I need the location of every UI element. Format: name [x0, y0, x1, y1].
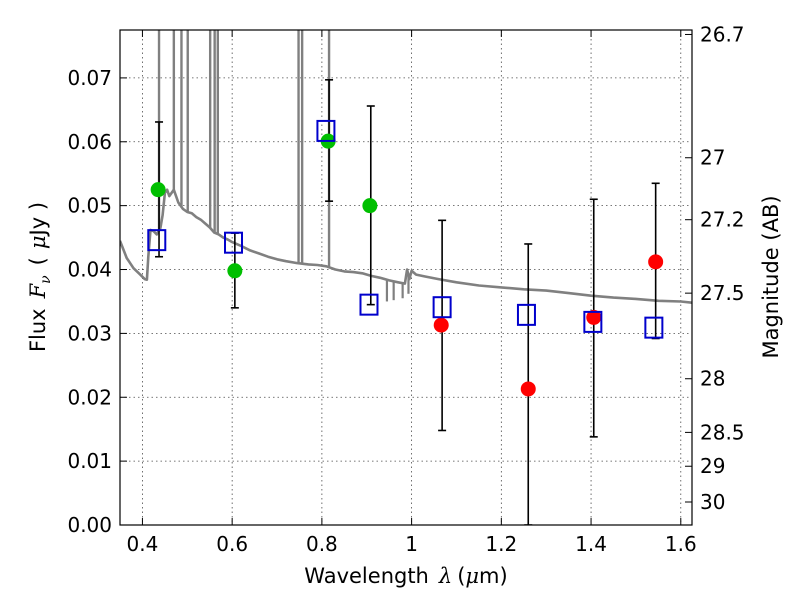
y-axis-title-subscript: ν — [38, 275, 54, 284]
y2-tick-label: 26.7 — [700, 22, 745, 46]
y2-tick-label: 27.5 — [700, 281, 745, 305]
y-axis-title: Flux Fν ( μJy ) — [26, 202, 54, 352]
green-circle-marker — [150, 182, 166, 198]
plot-frame — [119, 29, 693, 526]
red-circle-marker — [586, 309, 602, 325]
y-tick-label: 0.02 — [67, 385, 112, 409]
y2-tick-label: 27.2 — [700, 208, 745, 232]
red-circle-marker — [520, 381, 536, 397]
x-tick-label: 1 — [405, 532, 418, 556]
y2-tick-label: 29 — [700, 454, 725, 478]
x-tick-label: 0.8 — [306, 532, 338, 556]
open-square-marker — [316, 119, 336, 142]
y-tick-label: 0.01 — [67, 449, 112, 473]
x-axis-title-symbol: λ — [438, 564, 452, 588]
y-tick-label: 0.00 — [67, 513, 112, 537]
green-circle-marker — [227, 263, 243, 279]
y-axis-title-unit-rest: Jy ) — [26, 202, 50, 238]
x-tick-label: 1.4 — [575, 532, 607, 556]
y-axis-title-symbol: F — [26, 282, 50, 299]
y-axis-title-unit-open: ( — [26, 257, 50, 265]
plot-area — [120, 30, 692, 525]
x-tick-label: 1.6 — [665, 532, 697, 556]
red-circle-marker — [433, 317, 449, 333]
x-axis-title-unit-mu: μ — [465, 564, 479, 588]
y-tick-label: 0.06 — [67, 130, 112, 154]
axis-ticks: 0.4 0.6 0.8 1 1.2 1.4 1.6 0.00 0.01 0.02 0.03 0.04 0… — [67, 22, 744, 556]
green-circle-marker — [362, 198, 378, 214]
x-tick-label: 1.2 — [485, 532, 517, 556]
x-axis-title-unit-rest: m) — [479, 564, 508, 588]
y2-tick-label: 28 — [700, 367, 725, 391]
template-sed-line — [120, 188, 692, 304]
x-axis-title: Wavelength λ (μm) — [304, 564, 507, 588]
x-tick-label: 0.6 — [216, 532, 248, 556]
y-axis-title-unit-mu: μ — [26, 235, 50, 249]
y-tick-label: 0.04 — [67, 258, 112, 282]
y-tick-label: 0.07 — [67, 66, 112, 90]
open-square-marker — [359, 293, 379, 316]
y-axis-title-text: Flux — [26, 308, 50, 352]
x-axis-title-unit-open: ( — [457, 564, 465, 588]
x-axis-title-text: Wavelength — [304, 564, 429, 588]
open-square-marker — [644, 316, 664, 339]
open-square-marker — [147, 229, 167, 252]
y-tick-label: 0.05 — [67, 194, 112, 218]
y2-tick-label: 30 — [700, 490, 725, 514]
red-circle-marker — [648, 254, 664, 270]
y2-tick-label: 27 — [700, 146, 725, 170]
open-square-marker — [224, 231, 244, 254]
y-tick-label: 0.03 — [67, 321, 112, 345]
open-square-marker — [583, 310, 603, 333]
open-square-marker — [516, 303, 536, 326]
open-square-marker — [432, 296, 452, 319]
y2-axis-title: Magnitude (AB) — [759, 195, 783, 358]
x-tick-label: 0.4 — [127, 532, 159, 556]
y2-tick-label: 28.5 — [700, 420, 745, 444]
